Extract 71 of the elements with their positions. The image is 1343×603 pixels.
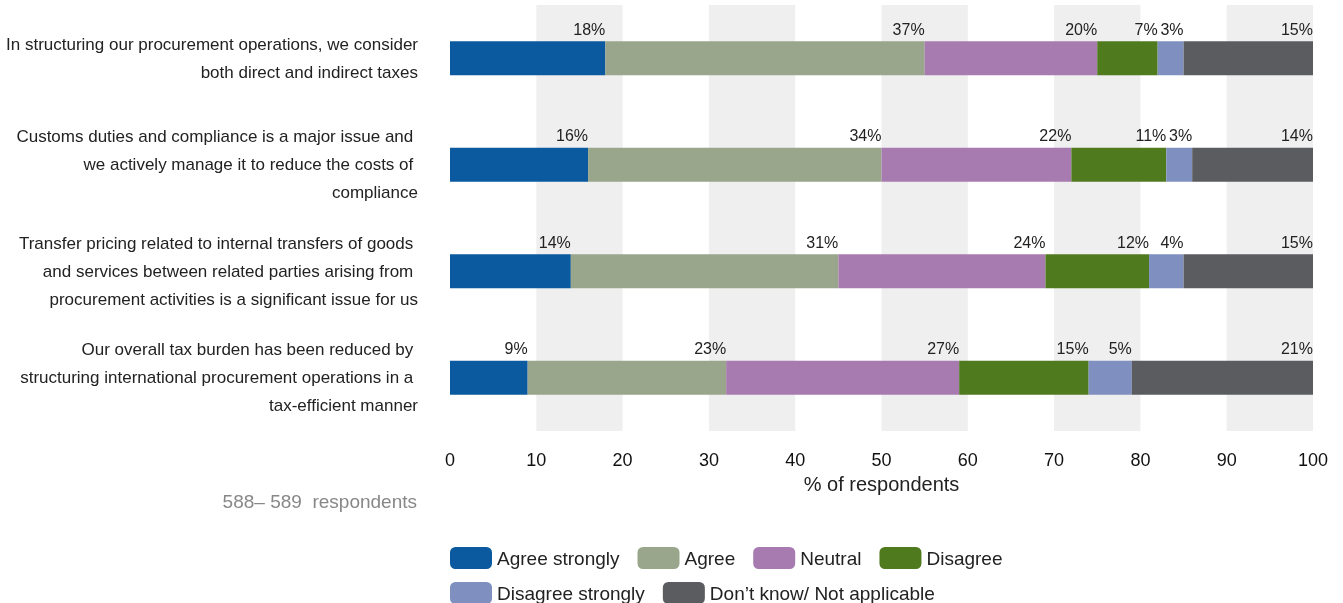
x-tick-label: 60: [957, 450, 978, 470]
bar: [924, 41, 1098, 76]
data-label: 3%: [1169, 127, 1193, 145]
data-label: 24%: [1013, 233, 1046, 251]
x-tick-label: 90: [1216, 450, 1237, 470]
bar: [726, 360, 960, 395]
legend-label: Neutral: [800, 547, 862, 569]
x-tick-label: 0: [444, 450, 456, 470]
y-tick-label: Transfer pricing related to internal transfers of goods and services between related parties arising from procurement activities is a significant issue for us: [18, 233, 418, 309]
x-tick-label: 10: [526, 450, 547, 470]
data-label: 18%: [573, 20, 606, 38]
data-label: 34%: [849, 127, 882, 145]
data-label: 23%: [694, 340, 727, 358]
data-label: 27%: [927, 340, 960, 358]
bar: [450, 41, 606, 76]
data-label: 5%: [1108, 340, 1132, 358]
bar: [570, 254, 839, 289]
data-label: 16%: [556, 127, 589, 145]
bar: [838, 254, 1046, 289]
legend-label: Disagree: [926, 547, 1003, 569]
text: 588– 589 respondents: [222, 491, 418, 512]
bar: [1166, 147, 1193, 182]
bar: [1088, 360, 1132, 395]
bar: [1149, 254, 1184, 289]
data-label: 9%: [504, 340, 528, 358]
x-tick-label: 50: [871, 450, 892, 470]
data-label: 3%: [1160, 20, 1184, 38]
data-label: 20%: [1065, 20, 1098, 38]
bar: [1183, 41, 1313, 76]
bar: [1131, 360, 1313, 395]
bar: [1045, 254, 1150, 289]
data-label: 31%: [806, 233, 839, 251]
data-label: 15%: [1056, 340, 1089, 358]
bar: [1071, 147, 1167, 182]
x-tick-label: 20: [612, 450, 633, 470]
data-label: 22%: [1039, 127, 1072, 145]
data-label: 12%: [1117, 233, 1150, 251]
bar: [450, 147, 589, 182]
y-tick-label: Customs duties and compliance is a major issue and we actively manage it to reduce the costs of compliance: [16, 127, 418, 203]
bar: [881, 147, 1072, 182]
data-label: 37%: [892, 20, 925, 38]
bar: [959, 360, 1089, 395]
data-label: 14%: [1280, 127, 1313, 145]
legend-label: Agree strongly: [497, 547, 621, 569]
bar: [1157, 41, 1184, 76]
bar: [1192, 147, 1313, 182]
bar: [450, 254, 571, 289]
y-tick-label: In structuring our procurement operations, we consider both direct and indirect taxes: [6, 34, 419, 82]
data-label: 11%: [1135, 127, 1167, 145]
x-axis-title: % of respondents: [803, 472, 960, 495]
data-label: 15%: [1280, 20, 1313, 38]
x-tick-label: 40: [785, 450, 806, 470]
data-label: 15%: [1280, 233, 1313, 251]
data-label: 7%: [1134, 20, 1158, 38]
x-tick-label: 70: [1044, 450, 1065, 470]
y-tick-label: Our overall tax burden has been reduced by structuring international procurement operations in a tax-efficient manner: [20, 340, 419, 416]
bar: [605, 41, 925, 76]
legend-label: Disagree strongly: [497, 582, 646, 603]
bar: [588, 147, 882, 182]
bar: [527, 360, 727, 395]
bar: [450, 360, 528, 395]
bar: [1097, 41, 1158, 76]
data-label: 21%: [1280, 340, 1313, 358]
legend-label: Agree: [684, 547, 736, 569]
data-label: 4%: [1160, 233, 1184, 251]
x-tick-label: 80: [1130, 450, 1151, 470]
x-tick-label: 30: [698, 450, 719, 470]
bar: [1183, 254, 1313, 289]
x-tick-label: 100: [1297, 450, 1329, 470]
data-label: 14%: [538, 233, 571, 251]
legend-label: Don’t know/ Not applicable: [709, 582, 935, 603]
